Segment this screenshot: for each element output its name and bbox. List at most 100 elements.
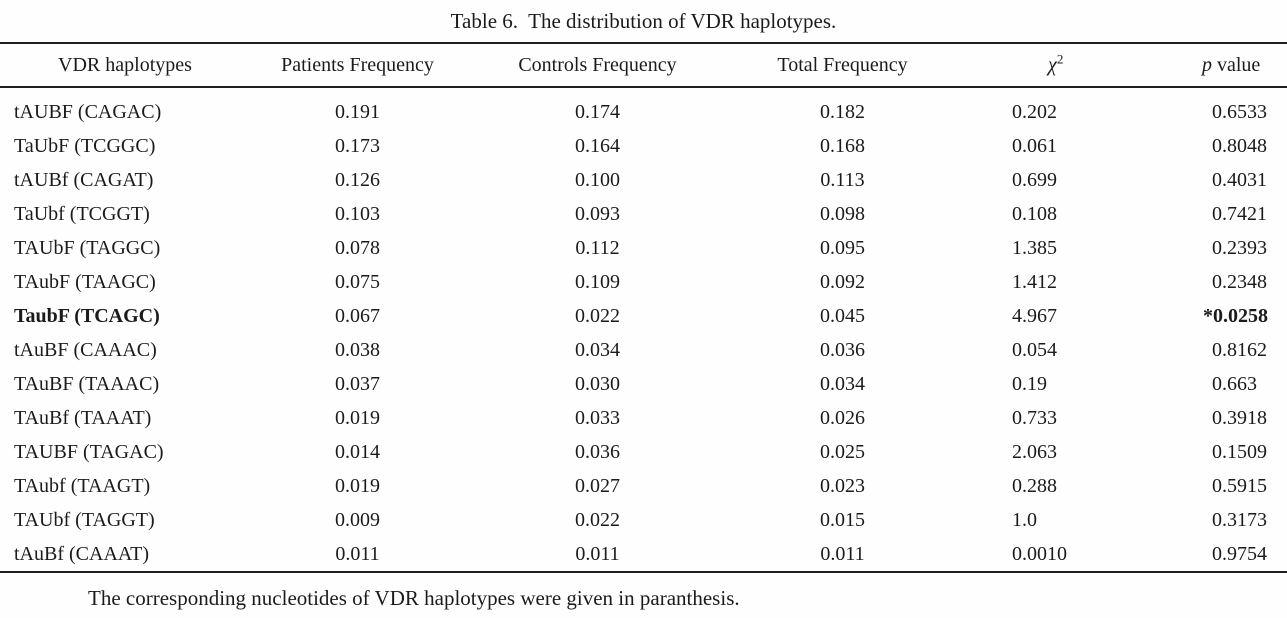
table-footnote: The corresponding nucleotides of VDR hap…: [88, 586, 740, 610]
cell-haplotype: tAuBF (CAAAC): [14, 338, 157, 361]
cell-haplotype: TAuBF (TAAAC): [14, 372, 160, 395]
cell-patients-frequency: 0.019: [335, 474, 380, 497]
cell-p-value: 0.8162: [1212, 338, 1267, 361]
cell-p-value: 0.7421: [1212, 202, 1267, 225]
cell-total-frequency: 0.182: [820, 100, 865, 123]
table-row: TAUbF (TAGGC) 0.078 0.112 0.095 1.385 0.…: [0, 231, 1287, 265]
cell-chi-squared: 0.733: [1012, 406, 1057, 429]
col-header-chi-squared: χ2: [955, 43, 1120, 88]
cell-chi-squared: 0.061: [1012, 134, 1057, 157]
col-header-patients-frequency: Patients Frequency: [250, 43, 465, 88]
cell-chi-squared: 1.0: [1012, 508, 1037, 531]
cell-controls-frequency: 0.164: [575, 134, 620, 157]
header-row: VDR haplotypes Patients Frequency Contro…: [0, 43, 1287, 88]
table-row: TAubf (TAAGT) 0.019 0.027 0.023 0.288 0.…: [0, 469, 1287, 503]
cell-total-frequency: 0.045: [820, 304, 865, 327]
cell-haplotype: TAUbf (TAGGT): [14, 508, 155, 531]
cell-chi-squared: 1.412: [1012, 270, 1057, 293]
table-row: TAUbf (TAGGT) 0.009 0.022 0.015 1.0 0.31…: [0, 503, 1287, 537]
cell-chi-squared: 1.385: [1012, 236, 1057, 259]
cell-patients-frequency: 0.173: [335, 134, 380, 157]
haplotype-distribution-table: VDR haplotypes Patients Frequency Contro…: [0, 42, 1287, 573]
table-row: TaUbf (TCGGT) 0.103 0.093 0.098 0.108 0.…: [0, 197, 1287, 231]
table-row: TAubF (TAAGC) 0.075 0.109 0.092 1.412 0.…: [0, 265, 1287, 299]
cell-chi-squared: 0.288: [1012, 474, 1057, 497]
p-symbol: p: [1202, 53, 1212, 76]
cell-p-value: 0.2393: [1212, 236, 1267, 259]
cell-patients-frequency: 0.075: [335, 270, 380, 293]
table-row: tAUBf (CAGAT) 0.126 0.100 0.113 0.699 0.…: [0, 163, 1287, 197]
col-header-total-frequency: Total Frequency: [730, 43, 955, 88]
cell-total-frequency: 0.168: [820, 134, 865, 157]
cell-haplotype: tAUBF (CAGAC): [14, 100, 162, 123]
cell-patients-frequency: 0.038: [335, 338, 380, 361]
cell-controls-frequency: 0.036: [575, 440, 620, 463]
cell-p-value: 0.9754: [1212, 542, 1267, 565]
cell-chi-squared: 0.19: [1012, 372, 1047, 395]
table-row: tAuBF (CAAAC) 0.038 0.034 0.036 0.054 0.…: [0, 333, 1287, 367]
cell-p-value: 0.3173: [1212, 508, 1267, 531]
cell-controls-frequency: 0.093: [575, 202, 620, 225]
cell-patients-frequency: 0.078: [335, 236, 380, 259]
cell-total-frequency: 0.036: [820, 338, 865, 361]
table-body: tAUBF (CAGAC) 0.191 0.174 0.182 0.202 0.…: [0, 87, 1287, 572]
cell-haplotype: tAuBf (CAAAT): [14, 542, 149, 565]
cell-p-value: 0.1509: [1212, 440, 1267, 463]
cell-total-frequency: 0.011: [820, 542, 865, 565]
p-value-word: value: [1212, 53, 1261, 76]
cell-chi-squared: 0.202: [1012, 100, 1057, 123]
cell-controls-frequency: 0.027: [575, 474, 620, 497]
cell-controls-frequency: 0.174: [575, 100, 620, 123]
cell-patients-frequency: 0.103: [335, 202, 380, 225]
cell-total-frequency: 0.098: [820, 202, 865, 225]
cell-haplotype: TaUbf (TCGGT): [14, 202, 150, 225]
cell-patients-frequency: 0.011: [335, 542, 380, 565]
table-caption: Table 6. The distribution of VDR haploty…: [450, 9, 837, 33]
cell-patients-frequency: 0.067: [335, 304, 380, 327]
cell-patients-frequency: 0.191: [335, 100, 380, 123]
cell-haplotype: TAUBF (TAGAC): [14, 440, 164, 463]
cell-total-frequency: 0.113: [820, 168, 865, 191]
table-row: TAuBf (TAAAT) 0.019 0.033 0.026 0.733 0.…: [0, 401, 1287, 435]
cell-patients-frequency: 0.126: [335, 168, 380, 191]
cell-haplotype: TAUbF (TAGGC): [14, 236, 161, 259]
cell-total-frequency: 0.026: [820, 406, 865, 429]
table-row: TAuBF (TAAAC) 0.037 0.030 0.034 0.19 0.6…: [0, 367, 1287, 401]
table-row: TaUbF (TCGGC) 0.173 0.164 0.168 0.061 0.…: [0, 129, 1287, 163]
cell-controls-frequency: 0.034: [575, 338, 620, 361]
col-header-vdr-haplotypes: VDR haplotypes: [0, 43, 250, 88]
cell-chi-squared: 4.967: [1012, 304, 1057, 327]
chi-exponent: 2: [1056, 50, 1064, 66]
table-header: VDR haplotypes Patients Frequency Contro…: [0, 43, 1287, 88]
cell-chi-squared: 0.054: [1012, 338, 1057, 361]
cell-total-frequency: 0.023: [820, 474, 865, 497]
cell-patients-frequency: 0.037: [335, 372, 380, 395]
cell-p-value: 0.6533: [1212, 100, 1267, 123]
cell-haplotype: TAubF (TAAGC): [14, 270, 156, 293]
cell-controls-frequency: 0.033: [575, 406, 620, 429]
cell-haplotype: TaUbF (TCGGC): [14, 134, 156, 157]
cell-p-value: 0.4031: [1212, 168, 1267, 191]
col-header-p-value: p value: [1120, 43, 1287, 88]
cell-total-frequency: 0.092: [820, 270, 865, 293]
cell-controls-frequency: 0.112: [575, 236, 620, 259]
cell-patients-frequency: 0.009: [335, 508, 380, 531]
cell-controls-frequency: 0.109: [575, 270, 620, 293]
cell-controls-frequency: 0.022: [575, 304, 620, 327]
col-header-controls-frequency: Controls Frequency: [465, 43, 730, 88]
cell-controls-frequency: 0.011: [575, 542, 620, 565]
cell-chi-squared: 2.063: [1012, 440, 1057, 463]
cell-haplotype: TaubF (TCAGC): [14, 304, 160, 327]
cell-patients-frequency: 0.014: [335, 440, 380, 463]
cell-total-frequency: 0.034: [820, 372, 865, 395]
cell-total-frequency: 0.095: [820, 236, 865, 259]
cell-total-frequency: 0.025: [820, 440, 865, 463]
cell-patients-frequency: 0.019: [335, 406, 380, 429]
cell-p-value: 0.2348: [1212, 270, 1267, 293]
table-row: TAUBF (TAGAC) 0.014 0.036 0.025 2.063 0.…: [0, 435, 1287, 469]
cell-controls-frequency: 0.100: [575, 168, 620, 191]
chi-symbol: χ: [1048, 53, 1057, 76]
cell-p-value: 0.8048: [1212, 134, 1267, 157]
cell-haplotype: tAUBf (CAGAT): [14, 168, 154, 191]
